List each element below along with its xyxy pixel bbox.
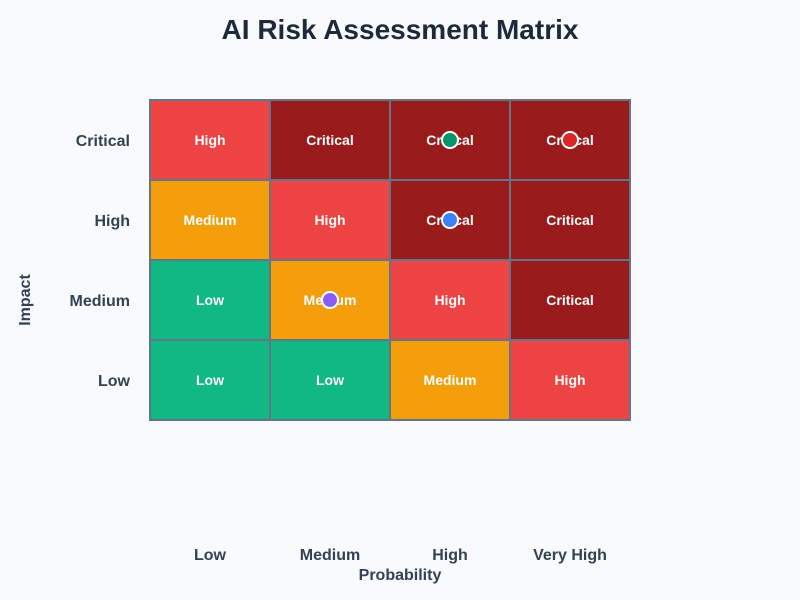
risk-marker-3[interactable] [321,291,339,309]
cell-label-r2-c3: Critical [546,292,593,308]
chart-title: AI Risk Assessment Matrix [221,14,579,45]
cell-label-r1-c1: High [314,212,345,228]
cell-label-r3-c2: Medium [424,372,477,388]
cell-label-r1-c0: Medium [184,212,237,228]
cell-label-r0-c1: Critical [306,132,353,148]
y-tick-label: High [94,213,130,230]
matrix-cell-r0-c0 [149,99,271,181]
cell-label-r3-c1: Low [316,372,344,388]
y-tick-label: Low [98,373,131,390]
y-axis-title: Impact [17,274,34,326]
matrix-cell-r1-c3 [509,179,631,261]
cell-label-r3-c3: High [554,372,585,388]
x-tick-label: Very High [533,547,607,564]
matrix-cell-r2-c3 [509,259,631,341]
cell-label-r1-c3: Critical [546,212,593,228]
x-tick-label: Low [194,547,227,564]
risk-marker-1[interactable] [561,131,579,149]
matrix-cell-r1-c1 [269,179,391,261]
cell-label-r3-c0: Low [196,372,224,388]
risk-marker-2[interactable] [441,211,459,229]
x-axis-title: Probability [359,567,442,584]
matrix-cell-r2-c2 [389,259,511,341]
x-tick-label: High [432,547,468,564]
matrix-cell-r1-c0 [149,179,271,261]
matrix-cell-r3-c3 [509,339,631,421]
cell-label-r2-c0: Low [196,292,224,308]
y-tick-label: Medium [70,293,130,310]
x-tick-label: Medium [300,547,360,564]
risk-marker-0[interactable] [441,131,459,149]
cell-label-r0-c0: High [194,132,225,148]
y-tick-label: Critical [76,133,130,150]
cell-label-r2-c2: High [434,292,465,308]
matrix-border [149,99,631,421]
